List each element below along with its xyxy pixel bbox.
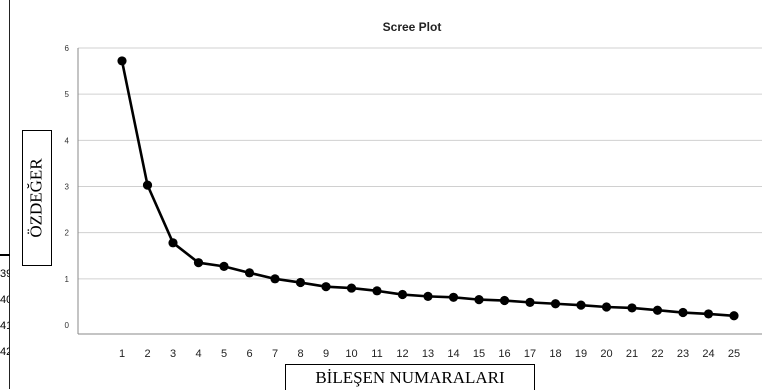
data-point xyxy=(550,299,561,309)
data-point xyxy=(423,291,433,301)
x-tick-label: 3 xyxy=(170,348,176,360)
y-axis-label-box: ÖZDEĞER xyxy=(22,130,52,266)
y-tick-label: 5 xyxy=(65,90,70,99)
y-tick-label: 4 xyxy=(65,136,70,145)
x-tick-label: 12 xyxy=(396,348,408,360)
x-tick-label: 25 xyxy=(728,348,740,360)
margin-line-number: 40 xyxy=(0,294,9,306)
x-tick-label: 13 xyxy=(422,348,434,360)
data-point xyxy=(678,307,688,318)
x-tick-label: 16 xyxy=(498,348,510,360)
margin-line-number: 41 xyxy=(0,320,9,332)
data-point xyxy=(193,258,204,268)
chart-title: Scree Plot xyxy=(383,20,442,34)
data-point xyxy=(448,292,459,302)
data-point xyxy=(627,303,637,313)
x-tick-label: 15 xyxy=(473,348,485,360)
y-tick-label: 6 xyxy=(65,44,70,53)
x-tick-label: 20 xyxy=(600,348,612,360)
data-point xyxy=(117,56,127,66)
data-point xyxy=(372,286,382,296)
data-point xyxy=(576,300,586,310)
data-point xyxy=(321,282,331,292)
x-axis-label: BİLEŞEN NUMARALARI xyxy=(285,364,535,390)
x-tick-label: 18 xyxy=(549,348,561,360)
data-point xyxy=(525,297,535,307)
x-tick-label: 4 xyxy=(195,348,201,360)
data-point xyxy=(397,289,408,300)
margin-dash xyxy=(0,254,10,256)
x-tick-label: 10 xyxy=(345,348,357,360)
data-point xyxy=(601,302,612,312)
data-point xyxy=(168,238,178,248)
data-point xyxy=(474,295,484,305)
data-point xyxy=(499,295,510,306)
x-tick-label: 7 xyxy=(272,348,278,360)
x-tick-label: 24 xyxy=(702,348,714,360)
x-tick-label: 5 xyxy=(221,348,227,360)
x-tick-label: 8 xyxy=(297,348,303,360)
data-point xyxy=(270,274,280,284)
x-tick-label: 11 xyxy=(371,348,382,360)
data-point xyxy=(219,261,229,271)
y-tick-label: 3 xyxy=(65,183,70,192)
data-point xyxy=(244,268,255,278)
x-tick-label: 14 xyxy=(447,348,459,360)
margin-line-number: 42 xyxy=(0,346,9,358)
series-line xyxy=(120,60,735,318)
x-tick-label: 22 xyxy=(651,348,663,360)
x-tick-label: 17 xyxy=(524,348,536,360)
y-tick-label: 2 xyxy=(65,229,70,238)
y-axis-label: ÖZDEĞER xyxy=(27,158,47,238)
x-tick-labels: 1 2 3 4 5 6 7 8 9 10 11 12 13 14 15 16 17 18 19 20 21 22 23 24 2… xyxy=(119,348,740,360)
series-layer xyxy=(117,56,739,321)
axes xyxy=(77,48,762,335)
data-point xyxy=(346,283,357,293)
chart-frame xyxy=(9,0,775,389)
y-tick-label: 0 xyxy=(65,321,70,330)
y-tick-labels: 0 1 2 3 4 5 6 xyxy=(65,44,70,330)
data-point xyxy=(652,305,663,315)
x-tick-label: 1 xyxy=(119,348,125,360)
x-tick-label: 21 xyxy=(626,348,638,360)
data-point xyxy=(295,277,306,288)
x-tick-label: 6 xyxy=(246,348,252,360)
y-tick-label: 1 xyxy=(65,275,70,284)
data-point xyxy=(729,311,739,321)
x-tick-label: 2 xyxy=(144,348,150,360)
x-tick-label: 23 xyxy=(677,348,689,360)
x-tick-label: 9 xyxy=(323,348,329,360)
x-tick-label: 19 xyxy=(575,348,587,360)
margin-line-number: 39 xyxy=(0,268,9,280)
data-point xyxy=(703,309,714,319)
grid-lines xyxy=(78,47,762,280)
data-point xyxy=(142,180,153,190)
